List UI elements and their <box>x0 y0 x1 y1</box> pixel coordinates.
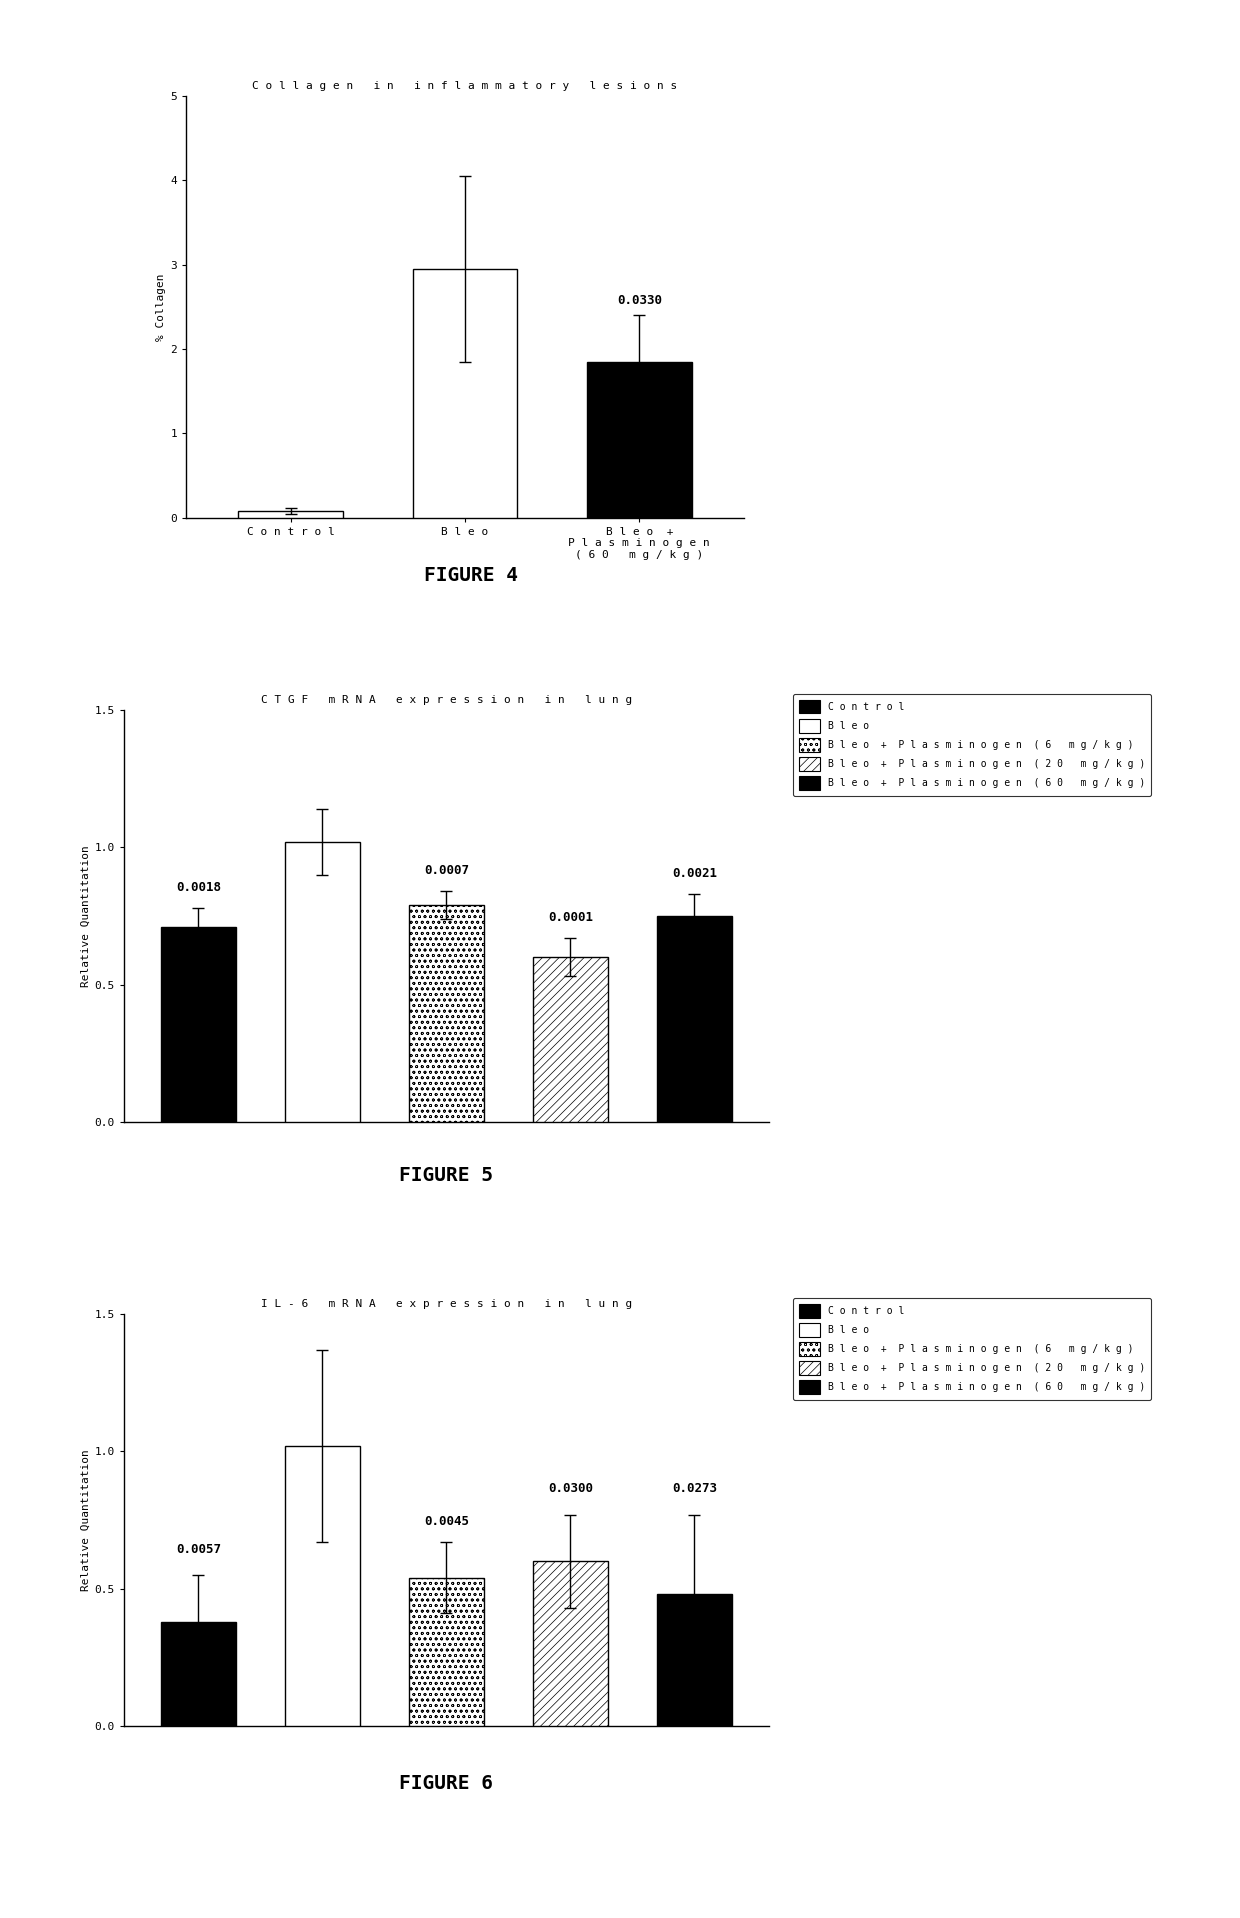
Y-axis label: Relative Quantitation: Relative Quantitation <box>81 846 91 986</box>
Bar <box>285 1446 360 1726</box>
Text: 0.0273: 0.0273 <box>672 1483 717 1496</box>
Bar <box>161 926 236 1122</box>
Text: FIGURE 5: FIGURE 5 <box>399 1166 494 1185</box>
Bar <box>161 1623 236 1726</box>
Legend: C o n t r o l, B l e o, B l e o  +  P l a s m i n o g e n  ( 6   m g / k g ), B : C o n t r o l, B l e o, B l e o + P l a … <box>794 694 1151 796</box>
Bar <box>533 957 608 1122</box>
Text: 0.0300: 0.0300 <box>548 1483 593 1496</box>
Y-axis label: Relative Quantitation: Relative Quantitation <box>81 1450 91 1590</box>
Legend: C o n t r o l, B l e o, B l e o  +  P l a s m i n o g e n  ( 6   m g / k g ), B : C o n t r o l, B l e o, B l e o + P l a … <box>794 1298 1151 1400</box>
Title: C T G F   m R N A   e x p r e s s i o n   i n   l u n g: C T G F m R N A e x p r e s s i o n i n … <box>260 694 632 704</box>
Bar <box>413 269 517 518</box>
Bar <box>587 363 692 518</box>
Bar <box>285 842 360 1122</box>
Text: 0.0045: 0.0045 <box>424 1515 469 1529</box>
Title: I L - 6   m R N A   e x p r e s s i o n   i n   l u n g: I L - 6 m R N A e x p r e s s i o n i n … <box>260 1298 632 1308</box>
Bar <box>657 917 732 1122</box>
Bar <box>657 1594 732 1726</box>
Text: 0.0021: 0.0021 <box>672 867 717 880</box>
Bar <box>409 1579 484 1726</box>
Title: C o l l a g e n   i n   i n f l a m m a t o r y   l e s i o n s: C o l l a g e n i n i n f l a m m a t o … <box>253 81 677 90</box>
Bar <box>409 905 484 1122</box>
Text: 0.0057: 0.0057 <box>176 1542 221 1555</box>
Text: FIGURE 6: FIGURE 6 <box>399 1774 494 1793</box>
Text: 0.0007: 0.0007 <box>424 865 469 877</box>
Text: FIGURE 4: FIGURE 4 <box>424 566 518 585</box>
Y-axis label: % Collagen: % Collagen <box>156 272 166 341</box>
Text: 0.0330: 0.0330 <box>616 293 662 307</box>
Bar <box>238 510 343 518</box>
Text: 0.0018: 0.0018 <box>176 880 221 894</box>
Bar <box>533 1561 608 1726</box>
Text: 0.0001: 0.0001 <box>548 911 593 924</box>
